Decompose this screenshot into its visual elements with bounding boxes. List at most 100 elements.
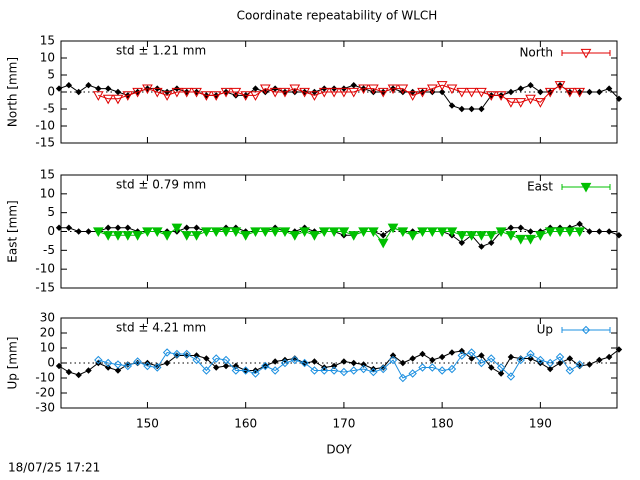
x-axis-label: DOY: [326, 443, 352, 457]
data-point: [104, 224, 112, 231]
data-point: [466, 87, 477, 98]
data-point: [448, 102, 456, 109]
data-point: [112, 231, 124, 241]
data-point: [458, 347, 465, 355]
y-tick-label: 10: [40, 51, 55, 65]
data-point: [124, 224, 132, 231]
data-point: [339, 367, 349, 377]
data-point: [574, 87, 586, 98]
data-point: [438, 353, 446, 361]
data-point: [240, 91, 252, 101]
y-tick-label: 0: [47, 356, 55, 370]
data-point: [526, 349, 535, 359]
data-point: [555, 352, 565, 362]
data-point: [171, 223, 183, 234]
data-point: [279, 227, 291, 238]
data-point: [289, 84, 301, 95]
data-point: [210, 91, 222, 101]
plot-frame: [60, 174, 618, 289]
data-point: [142, 84, 153, 95]
data-point: [122, 91, 134, 101]
y-axis-label: North [mm]: [6, 57, 20, 127]
data-point: [377, 87, 389, 98]
data-point: [574, 227, 586, 238]
legend-marker: [580, 182, 592, 193]
y-tick-label: -10: [35, 371, 55, 385]
data-point: [515, 234, 527, 245]
data-point: [318, 87, 330, 98]
data-point: [605, 353, 613, 361]
data-point: [586, 361, 593, 368]
data-point: [399, 359, 407, 367]
series-line: [98, 84, 580, 103]
data-point: [191, 231, 202, 241]
data-point: [407, 231, 419, 241]
data-point: [202, 366, 211, 375]
data-point: [338, 227, 350, 238]
data-point: [201, 227, 212, 238]
data-point: [388, 355, 398, 365]
data-point: [368, 84, 379, 95]
data-point: [114, 88, 122, 96]
y-tick-label: 5: [47, 68, 55, 82]
data-point: [387, 84, 399, 95]
y-tick-label: 10: [40, 341, 55, 355]
data-point: [576, 220, 583, 228]
data-point: [436, 227, 448, 238]
annotation: std ± 1.21 mm: [116, 44, 206, 58]
annotation: std ± 4.21 mm: [116, 321, 206, 335]
data-point: [251, 369, 260, 378]
data-point: [300, 358, 309, 368]
data-point: [172, 349, 182, 359]
data-point: [456, 87, 468, 98]
data-point: [527, 355, 534, 362]
data-point: [447, 364, 457, 374]
data-point: [456, 231, 468, 241]
data-point: [517, 224, 524, 231]
data-point: [468, 355, 475, 362]
data-point: [220, 87, 232, 98]
data-point: [477, 358, 486, 368]
y-tick-label: -10: [35, 262, 55, 276]
data-point: [213, 364, 220, 371]
data-point: [358, 227, 369, 238]
y-axis-label: Up [mm]: [6, 337, 20, 390]
y-tick-label: 15: [40, 34, 55, 48]
data-point: [309, 91, 320, 101]
data-point: [438, 88, 446, 96]
series-line: [98, 351, 580, 379]
data-point: [467, 348, 476, 357]
data-point: [429, 356, 436, 364]
data-point: [269, 87, 281, 98]
data-point: [527, 228, 534, 235]
data-point: [163, 359, 171, 367]
data-point: [507, 224, 515, 231]
data-point: [252, 85, 259, 92]
data-point: [299, 227, 310, 238]
data-point: [417, 87, 428, 98]
x-tick-label: 180: [431, 417, 454, 431]
data-point: [565, 366, 575, 375]
data-point: [161, 91, 173, 101]
data-point: [466, 231, 477, 241]
data-point: [496, 363, 506, 372]
data-point: [132, 231, 143, 241]
data-point: [222, 362, 230, 370]
data-point: [289, 231, 301, 241]
data-point: [340, 358, 348, 365]
y-tick-label: 10: [40, 186, 55, 200]
data-point: [95, 85, 102, 92]
data-point: [65, 81, 73, 89]
data-point: [556, 359, 564, 367]
y-tick-label: -10: [35, 119, 55, 133]
legend-label: Up: [537, 323, 553, 337]
data-point: [387, 223, 399, 234]
data-point: [259, 84, 271, 95]
data-point: [113, 360, 123, 369]
data-point: [488, 364, 495, 371]
y-tick-label: 30: [40, 311, 55, 325]
data-point: [318, 227, 330, 238]
data-point: [183, 224, 190, 231]
data-point: [310, 366, 319, 375]
data-point: [65, 368, 73, 376]
